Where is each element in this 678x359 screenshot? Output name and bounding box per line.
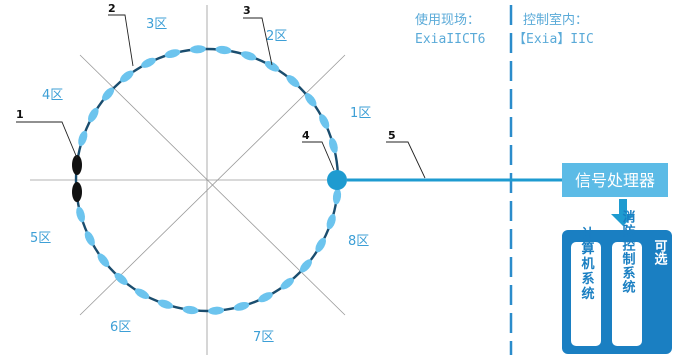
callout-leader-5 [386,141,426,179]
sensor-segment [182,305,199,315]
sensor-segment [78,130,88,147]
sensor-segment [304,93,317,107]
sensor-segment [280,277,294,290]
zone-label-7: 7区 [253,330,274,345]
junction-node [327,170,347,190]
callout-5: 5 [388,129,396,142]
zone-label-4: 4区 [42,88,63,103]
callout-3: 3 [243,4,251,17]
signal-processor-box [562,163,668,197]
sensor-segment [240,51,257,61]
sensor-segment [157,299,174,309]
zone-label-3: 3区 [146,17,167,32]
down-arrow-icon [611,199,635,226]
sensor-segment [258,292,273,303]
site-header-title: 使用现场： [415,12,480,28]
sensor-segment [189,45,206,54]
diagonal-line-b [79,54,346,316]
sensor-segments [76,45,342,315]
site-header-rating: ExiaIICT6 [415,32,485,47]
sensor-segment [315,237,326,253]
sensor-segment [215,45,232,55]
sensor-segment [114,272,128,285]
fire-control-system-label: 消防控制系统 [620,209,636,294]
sensor-segment [88,107,99,123]
sensor-segment [120,70,134,83]
zone-label-1: 1区 [350,106,371,121]
callout-1: 1 [16,108,24,121]
sensor-segment [286,75,300,88]
sensor-segment [97,253,110,267]
callout-leader-2 [108,14,134,67]
optional-label: 可选 [652,239,668,266]
sensor-segment [76,206,85,223]
signal-processor-label: 信号处理器 [575,171,655,190]
computer-system-label: 计算机系统 [579,226,595,302]
sensor-segment [164,49,181,58]
sensor-segment [319,114,330,129]
zone-label-8: 8区 [348,234,369,249]
zone-label-6: 6区 [110,320,131,335]
control-room-header-title: 控制室内： [523,12,588,28]
callout-leader-4 [302,141,335,171]
callout-leader-3 [243,17,273,66]
sensor-segment [141,57,156,68]
sensor-segment [299,259,312,273]
sensor-segment [326,213,336,230]
computer-system-card [571,242,601,346]
control-room-header-rating: 【Exia】IIC [513,32,594,47]
black-marker-lower [72,182,82,202]
callout-4: 4 [302,129,310,142]
fire-control-system-card [612,242,642,346]
sensor-segment [264,61,280,72]
sensor-segment [102,87,115,101]
sensor-segment [134,288,150,299]
callout-2: 2 [108,2,116,15]
callout-leaders [16,14,426,179]
sensor-segment [329,137,338,154]
sensor-segment [84,231,95,246]
zone-label-2: 2区 [266,29,287,44]
zone-guide-lines [30,5,346,355]
black-marker-upper [72,155,82,175]
sensor-segment [332,188,342,205]
sensor-segment [233,302,250,311]
sensor-segment [208,306,225,315]
zone-label-5: 5区 [30,231,51,246]
callout-leader-1 [16,121,78,159]
